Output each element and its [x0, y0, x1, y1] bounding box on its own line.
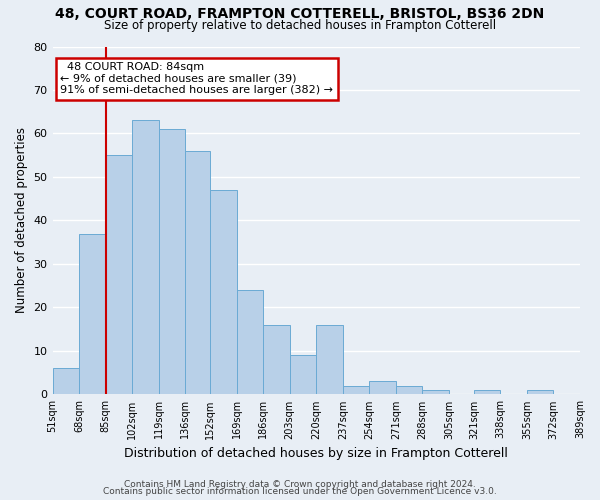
Bar	[263, 325, 290, 394]
Bar	[422, 390, 449, 394]
Bar	[79, 234, 106, 394]
Bar	[236, 290, 263, 395]
Bar	[396, 386, 422, 394]
Bar	[527, 390, 553, 394]
Bar	[370, 382, 396, 394]
Bar	[316, 325, 343, 394]
Text: 48, COURT ROAD, FRAMPTON COTTERELL, BRISTOL, BS36 2DN: 48, COURT ROAD, FRAMPTON COTTERELL, BRIS…	[55, 8, 545, 22]
Bar	[210, 190, 236, 394]
Bar	[132, 120, 158, 394]
Bar	[474, 390, 500, 394]
Text: Contains public sector information licensed under the Open Government Licence v3: Contains public sector information licen…	[103, 487, 497, 496]
Text: Size of property relative to detached houses in Frampton Cotterell: Size of property relative to detached ho…	[104, 18, 496, 32]
X-axis label: Distribution of detached houses by size in Frampton Cotterell: Distribution of detached houses by size …	[124, 447, 508, 460]
Bar	[185, 151, 210, 394]
Bar	[290, 356, 316, 395]
Y-axis label: Number of detached properties: Number of detached properties	[15, 128, 28, 314]
Text: 48 COURT ROAD: 84sqm  
← 9% of detached houses are smaller (39)
91% of semi-deta: 48 COURT ROAD: 84sqm ← 9% of detached ho…	[61, 62, 334, 96]
Bar	[106, 155, 132, 394]
Bar	[158, 129, 185, 394]
Bar	[53, 368, 79, 394]
Text: Contains HM Land Registry data © Crown copyright and database right 2024.: Contains HM Land Registry data © Crown c…	[124, 480, 476, 489]
Bar	[343, 386, 370, 394]
